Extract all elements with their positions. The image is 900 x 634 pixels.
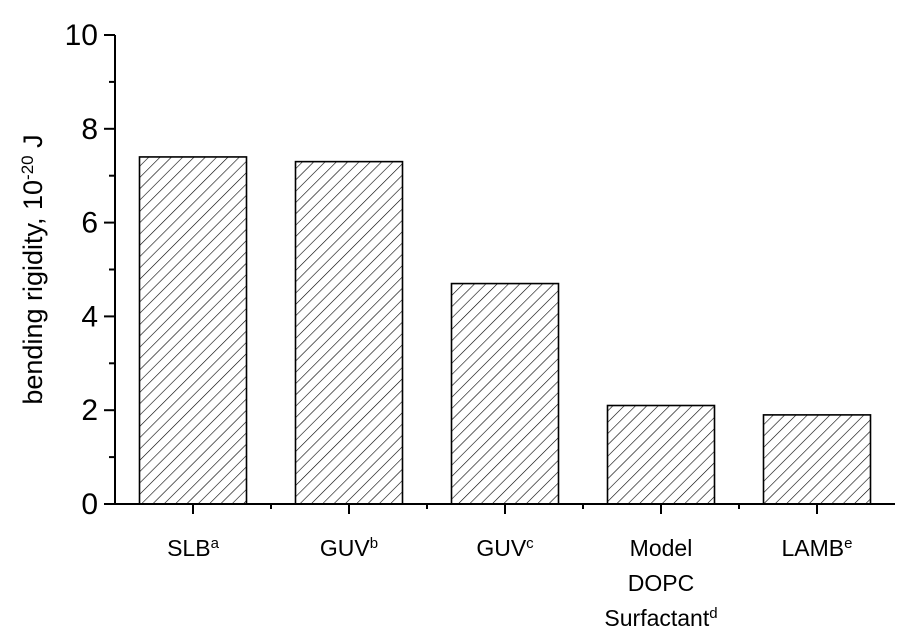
superscript: c bbox=[526, 535, 534, 552]
bar bbox=[450, 282, 560, 505]
y-axis-title: bending rigidity, 10-20 J bbox=[18, 134, 49, 404]
x-tick-label: GUVb bbox=[320, 535, 378, 562]
axes-group bbox=[104, 34, 895, 514]
superscript: a bbox=[211, 535, 220, 552]
labels-group: 0 2 4 6 8 10 SLBa GUVb GUVc Model DOPC Surfactantd L… bbox=[65, 19, 853, 631]
x-tick-label: Surfactantd bbox=[604, 605, 717, 632]
y-tick-label: 4 bbox=[81, 300, 98, 333]
bars-group bbox=[138, 156, 872, 505]
superscript: b bbox=[370, 535, 378, 552]
x-tick-label: Model bbox=[630, 535, 693, 561]
bar bbox=[138, 156, 248, 505]
x-tick-label: LAMBe bbox=[782, 535, 853, 562]
bar bbox=[606, 404, 716, 505]
y-tick-label: 10 bbox=[65, 19, 98, 52]
superscript: d bbox=[709, 605, 717, 622]
x-tick-label: SLBa bbox=[167, 535, 219, 562]
x-tick-label: GUVc bbox=[476, 535, 534, 562]
bar bbox=[762, 414, 872, 505]
x-tick-label: DOPC bbox=[628, 570, 694, 596]
y-tick-label: 0 bbox=[81, 488, 98, 521]
bar bbox=[294, 160, 404, 505]
superscript: e bbox=[844, 535, 852, 552]
y-tick-label: 6 bbox=[81, 207, 98, 240]
y-tick-label: 8 bbox=[81, 113, 98, 146]
y-tick-label: 2 bbox=[81, 394, 98, 427]
